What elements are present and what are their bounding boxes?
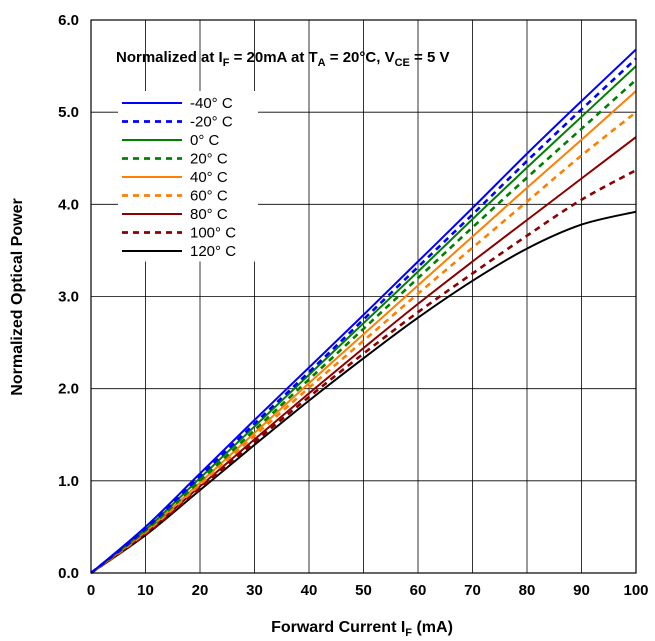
y-tick-label: 6.0 [58,12,79,29]
series-line [90,136,637,574]
series-line [90,78,637,575]
series-line [90,48,637,574]
x-tick-label: 40 [301,582,318,599]
x-tick-label: 10 [137,582,154,599]
y-tick-label: 4.0 [58,196,79,213]
x-axis-title-main: Forward Current I [271,619,405,636]
plot-frame [90,19,637,574]
x-tick-label: 100 [623,582,648,599]
x-tick-label: 70 [464,582,481,599]
x-axis-title-sub: F [405,627,412,639]
note-part-1: Normalized at I [116,49,223,66]
x-tick-label: 90 [573,582,590,599]
legend-label: 100° C [190,225,236,242]
series-line [90,57,637,575]
series-line [90,111,637,575]
legend-label: -40° C [190,95,233,112]
series-layer [90,48,637,575]
note-part-2: = 20mA at T [229,49,317,66]
legend-label: 20° C [190,151,228,168]
note-sub-1: F [223,57,230,69]
series-line [90,90,637,574]
note-sub-2: A [318,57,326,69]
x-tick-label: 60 [410,582,427,599]
note-part-4: = 5 V [410,49,450,66]
legend-label: 120° C [190,243,236,260]
x-tick-label: 0 [87,582,95,599]
note-part-3: = 20°C, V [326,49,395,66]
x-tick-labels: 0 10 20 30 40 50 60 70 80 90 100 [87,582,649,599]
x-axis-title-unit: (mA) [412,619,453,636]
x-axis-title: Forward Current IF (mA) [271,619,453,639]
x-tick-label: 80 [519,582,536,599]
y-tick-label: 5.0 [58,104,79,121]
y-axis-title: Normalized Optical Power [9,198,26,395]
legend-label: 60° C [190,188,228,205]
x-tick-label: 30 [246,582,263,599]
x-tick-label: 50 [355,582,372,599]
y-tick-label: 1.0 [58,473,79,490]
y-tick-label: 2.0 [58,381,79,398]
y-tick-labels: 0.0 1.0 2.0 3.0 4.0 5.0 6.0 [58,12,79,582]
legend-label: -20° C [190,114,233,131]
legend: -40° C -20° C0° C 20° C40° C 60° C80° C 100°… [122,95,236,260]
legend-label: 0° C [190,132,220,149]
note-sub-3: CE [395,57,410,69]
legend-label: 40° C [190,169,228,186]
y-tick-label: 3.0 [58,289,79,306]
legend-label: 80° C [190,206,228,223]
normalization-note: Normalized at IF = 20mA at TA = 20°C, VC… [116,49,449,69]
series-line [90,169,637,575]
y-tick-label: 0.0 [58,565,79,582]
x-tick-label: 20 [192,582,209,599]
